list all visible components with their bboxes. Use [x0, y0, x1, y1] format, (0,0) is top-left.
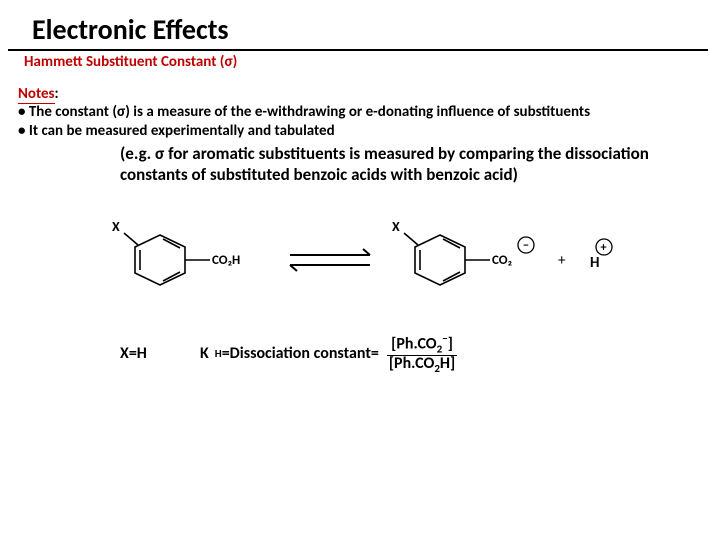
sigma-symbol: σ [117, 103, 125, 121]
equals-2: = [371, 344, 379, 363]
right-molecule [404, 233, 490, 285]
num-open: [Ph.CO [391, 334, 436, 353]
page-title: Electronic Effects [8, 0, 708, 51]
right-group-label: CO₂ [492, 253, 512, 268]
notes-colon: : [55, 85, 59, 103]
bullet-2: • It can be measured experimentally and … [0, 122, 720, 141]
example-suffix: for aromatic substituents is measured by… [120, 143, 649, 185]
plus-sign: + [558, 252, 566, 270]
subtitle-prefix: Hammett Substituent Constant ( [24, 53, 224, 71]
example-text: (e.g. σ for aromatic substituents is mea… [0, 141, 720, 186]
notes-heading: Notes: [0, 71, 720, 103]
k-symbol: K [200, 344, 209, 363]
bullet1-suffix: ) is a measure of the e-withdrawing or e… [125, 103, 590, 121]
subtitle: Hammett Substituent Constant (σ) [0, 51, 720, 71]
equals-1: = [222, 344, 230, 363]
subtitle-suffix: ) [233, 53, 238, 71]
bullet1-prefix: • The constant ( [18, 103, 117, 121]
dissociation-constant-label: Dissociation constant [230, 344, 371, 363]
equilibrium-arrows-icon [290, 249, 370, 271]
right-x-label: X [392, 218, 400, 235]
sigma-symbol: σ [155, 143, 164, 164]
den-open: [Ph.CO [389, 354, 434, 373]
k-subscript: H [215, 347, 222, 360]
fraction-numerator: [Ph.CO2−] [387, 333, 457, 356]
h-plus-label: + [601, 241, 607, 255]
num-close: ] [448, 334, 453, 353]
left-x-label: X [112, 218, 120, 235]
sigma-symbol: σ [224, 53, 232, 71]
den-close: ] [450, 354, 455, 373]
left-group-label: CO₂H [212, 253, 240, 268]
den-h: H [440, 354, 450, 373]
bullet-1: • The constant (σ) is a measure of the e… [0, 103, 720, 122]
h-label: H [590, 254, 599, 272]
fraction-denominator: [Ph.CO2H] [385, 356, 459, 375]
equation-row: X=H K H = Dissociation constant = [Ph.CO… [0, 315, 720, 375]
left-molecule [124, 233, 210, 285]
minus-label: − [523, 239, 529, 253]
fraction: [Ph.CO2−] [Ph.CO2H] [385, 333, 459, 375]
xh-label: X=H [120, 344, 200, 363]
example-prefix: (e.g. [120, 143, 155, 164]
reaction-diagram: X CO₂H X CO₂ − + H + [80, 205, 640, 315]
notes-label: Notes [18, 85, 55, 104]
